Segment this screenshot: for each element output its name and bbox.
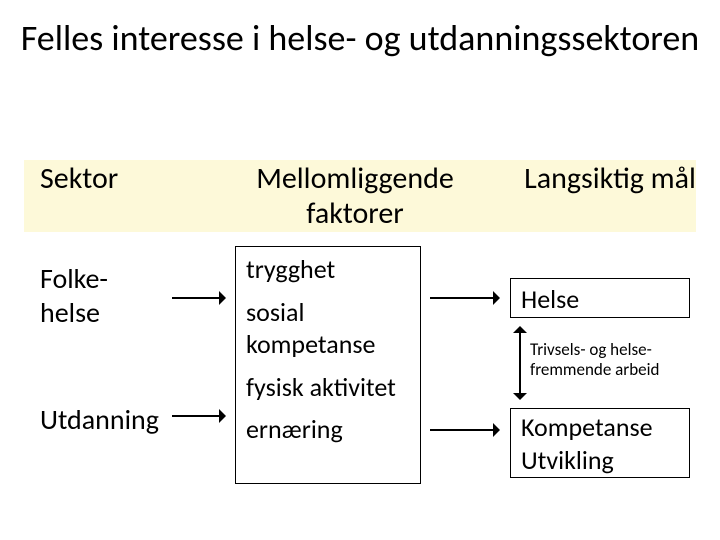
header-sektor: Sektor <box>40 162 190 197</box>
arrow-head-icon <box>219 409 226 423</box>
slide-title: Felles interesse i helse- og utdanningss… <box>0 18 720 59</box>
goal-kompetanse-box: Kompetanse Utvikling <box>510 408 690 478</box>
goal-kompetanse-line2: Utvikling <box>521 444 614 476</box>
arrow-head-up-icon <box>513 326 527 333</box>
factor-fysisk: fysisk aktivitet <box>246 371 410 404</box>
slide: Felles interesse i helse- og utdanningss… <box>0 0 720 540</box>
arrow-line <box>172 415 219 417</box>
sector-folkehelse-line1: Folke- <box>40 261 108 296</box>
sector-folkehelse-line2: helse <box>40 295 100 330</box>
arrow-line <box>430 297 493 299</box>
factors-box: trygghet sosial kompetanse fysisk aktivi… <box>235 246 421 484</box>
factor-ernaering: ernæring <box>246 413 410 446</box>
arrow-head-icon <box>493 423 500 437</box>
goal-kompetanse-line1: Kompetanse <box>521 411 653 443</box>
factor-trygghet: trygghet <box>246 253 410 286</box>
arrow-head-down-icon <box>513 393 527 400</box>
header-mellomliggende: Mellomliggende faktorer <box>215 162 495 231</box>
arrow-line <box>430 429 493 431</box>
goal-helse-box: Helse <box>510 278 690 318</box>
annotation-line2: fremmende arbeid <box>530 359 659 380</box>
arrow-line <box>519 333 521 393</box>
header-langsiktig: Langsiktig mål <box>515 162 705 197</box>
goal-helse-text: Helse <box>521 283 579 315</box>
factor-sosial: sosial kompetanse <box>246 296 410 361</box>
annotation-trivsels: Trivsels- og helse- fremmende arbeid <box>530 340 659 381</box>
annotation-line1: Trivsels- og helse- <box>530 339 652 360</box>
arrow-head-icon <box>219 291 226 305</box>
sector-folkehelse: Folke- helse <box>40 262 108 329</box>
arrow-head-icon <box>493 291 500 305</box>
arrow-line <box>172 297 219 299</box>
sector-utdanning: Utdanning <box>40 402 159 437</box>
